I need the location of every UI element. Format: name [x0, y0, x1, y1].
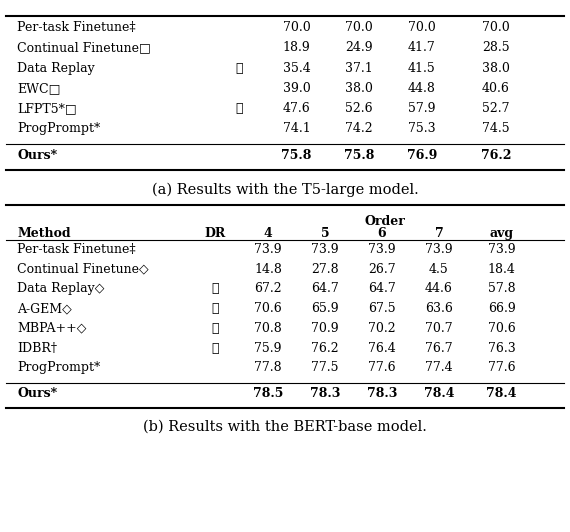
Text: ✓: ✓ — [211, 342, 219, 354]
Text: (b) Results with the BERT-base model.: (b) Results with the BERT-base model. — [143, 419, 427, 433]
Text: 76.2: 76.2 — [481, 149, 511, 162]
Text: 75.3: 75.3 — [408, 122, 435, 135]
Text: 73.9: 73.9 — [368, 243, 396, 256]
Text: 76.2: 76.2 — [311, 342, 339, 354]
Text: Order: Order — [364, 215, 405, 228]
Text: 4.5: 4.5 — [429, 263, 449, 276]
Text: 47.6: 47.6 — [283, 102, 310, 115]
Text: 74.2: 74.2 — [345, 122, 373, 135]
Text: 18.9: 18.9 — [283, 41, 310, 54]
Text: IDBR†: IDBR† — [17, 342, 57, 354]
Text: 74.5: 74.5 — [482, 122, 510, 135]
Text: 67.5: 67.5 — [368, 302, 396, 315]
Text: Method: Method — [17, 227, 71, 239]
Text: 78.3: 78.3 — [367, 387, 397, 400]
Text: 78.3: 78.3 — [310, 387, 340, 400]
Text: avg: avg — [490, 227, 514, 239]
Text: 27.8: 27.8 — [311, 263, 339, 276]
Text: 37.1: 37.1 — [345, 62, 373, 74]
Text: MBPA++◇: MBPA++◇ — [17, 322, 87, 335]
Text: 24.9: 24.9 — [345, 41, 373, 54]
Text: 40.6: 40.6 — [482, 82, 510, 95]
Text: 77.6: 77.6 — [488, 361, 515, 374]
Text: 6: 6 — [377, 227, 386, 239]
Text: 28.5: 28.5 — [482, 41, 510, 54]
Text: 70.6: 70.6 — [488, 322, 515, 335]
Text: 73.9: 73.9 — [254, 243, 282, 256]
Text: ✓: ✓ — [235, 62, 243, 74]
Text: A-GEM◇: A-GEM◇ — [17, 302, 72, 315]
Text: 77.4: 77.4 — [425, 361, 453, 374]
Text: ProgPrompt*: ProgPrompt* — [17, 122, 100, 135]
Text: 64.7: 64.7 — [368, 282, 396, 295]
Text: 39.0: 39.0 — [283, 82, 310, 95]
Text: 57.8: 57.8 — [488, 282, 515, 295]
Text: 78.4: 78.4 — [424, 387, 454, 400]
Text: ✓: ✓ — [211, 302, 219, 315]
Text: Ours*: Ours* — [17, 149, 57, 162]
Text: 78.4: 78.4 — [486, 387, 517, 400]
Text: 44.6: 44.6 — [425, 282, 453, 295]
Text: 70.8: 70.8 — [254, 322, 282, 335]
Text: Continual Finetune□: Continual Finetune□ — [17, 41, 151, 54]
Text: 70.6: 70.6 — [254, 302, 282, 315]
Text: 65.9: 65.9 — [311, 302, 339, 315]
Text: 41.7: 41.7 — [408, 41, 435, 54]
Text: 76.4: 76.4 — [368, 342, 396, 354]
Text: 70.0: 70.0 — [482, 21, 510, 34]
Text: 76.3: 76.3 — [488, 342, 515, 354]
Text: 70.0: 70.0 — [345, 21, 373, 34]
Text: 70.7: 70.7 — [425, 322, 453, 335]
Text: LFPT5*□: LFPT5*□ — [17, 102, 77, 115]
Text: 38.0: 38.0 — [345, 82, 373, 95]
Text: 75.8: 75.8 — [344, 149, 374, 162]
Text: 78.5: 78.5 — [253, 387, 283, 400]
Text: Ours*: Ours* — [17, 387, 57, 400]
Text: 70.0: 70.0 — [283, 21, 310, 34]
Text: 63.6: 63.6 — [425, 302, 453, 315]
Text: 76.7: 76.7 — [425, 342, 453, 354]
Text: Per-task Finetune‡: Per-task Finetune‡ — [17, 21, 136, 34]
Text: 70.0: 70.0 — [408, 21, 435, 34]
Text: 75.8: 75.8 — [281, 149, 312, 162]
Text: ✓: ✓ — [211, 282, 219, 295]
Text: ✓: ✓ — [235, 102, 243, 115]
Text: 5: 5 — [320, 227, 329, 239]
Text: 7: 7 — [434, 227, 443, 239]
Text: EWC□: EWC□ — [17, 82, 60, 95]
Text: ProgPrompt*: ProgPrompt* — [17, 361, 100, 374]
Text: 75.9: 75.9 — [254, 342, 282, 354]
Text: 26.7: 26.7 — [368, 263, 396, 276]
Text: 70.2: 70.2 — [368, 322, 396, 335]
Text: Per-task Finetune‡: Per-task Finetune‡ — [17, 243, 136, 256]
Text: 73.9: 73.9 — [425, 243, 453, 256]
Text: 70.9: 70.9 — [311, 322, 339, 335]
Text: 67.2: 67.2 — [254, 282, 282, 295]
Text: 76.9: 76.9 — [406, 149, 437, 162]
Text: 77.8: 77.8 — [254, 361, 282, 374]
Text: 74.1: 74.1 — [283, 122, 310, 135]
Text: 52.7: 52.7 — [482, 102, 510, 115]
Text: 4: 4 — [263, 227, 272, 239]
Text: 35.4: 35.4 — [283, 62, 310, 74]
Text: 38.0: 38.0 — [482, 62, 510, 74]
Text: 73.9: 73.9 — [488, 243, 515, 256]
Text: 77.6: 77.6 — [368, 361, 396, 374]
Text: 41.5: 41.5 — [408, 62, 435, 74]
Text: 44.8: 44.8 — [408, 82, 435, 95]
Text: 73.9: 73.9 — [311, 243, 339, 256]
Text: 14.8: 14.8 — [254, 263, 282, 276]
Text: 57.9: 57.9 — [408, 102, 435, 115]
Text: 77.5: 77.5 — [311, 361, 339, 374]
Text: 18.4: 18.4 — [488, 263, 515, 276]
Text: 66.9: 66.9 — [488, 302, 515, 315]
Text: Continual Finetune◇: Continual Finetune◇ — [17, 263, 149, 276]
Text: DR: DR — [205, 227, 226, 239]
Text: Data Replay: Data Replay — [17, 62, 95, 74]
Text: ✓: ✓ — [211, 322, 219, 335]
Text: (a) Results with the T5-large model.: (a) Results with the T5-large model. — [152, 183, 418, 197]
Text: Data Replay◇: Data Replay◇ — [17, 282, 104, 295]
Text: 52.6: 52.6 — [345, 102, 373, 115]
Text: 64.7: 64.7 — [311, 282, 339, 295]
